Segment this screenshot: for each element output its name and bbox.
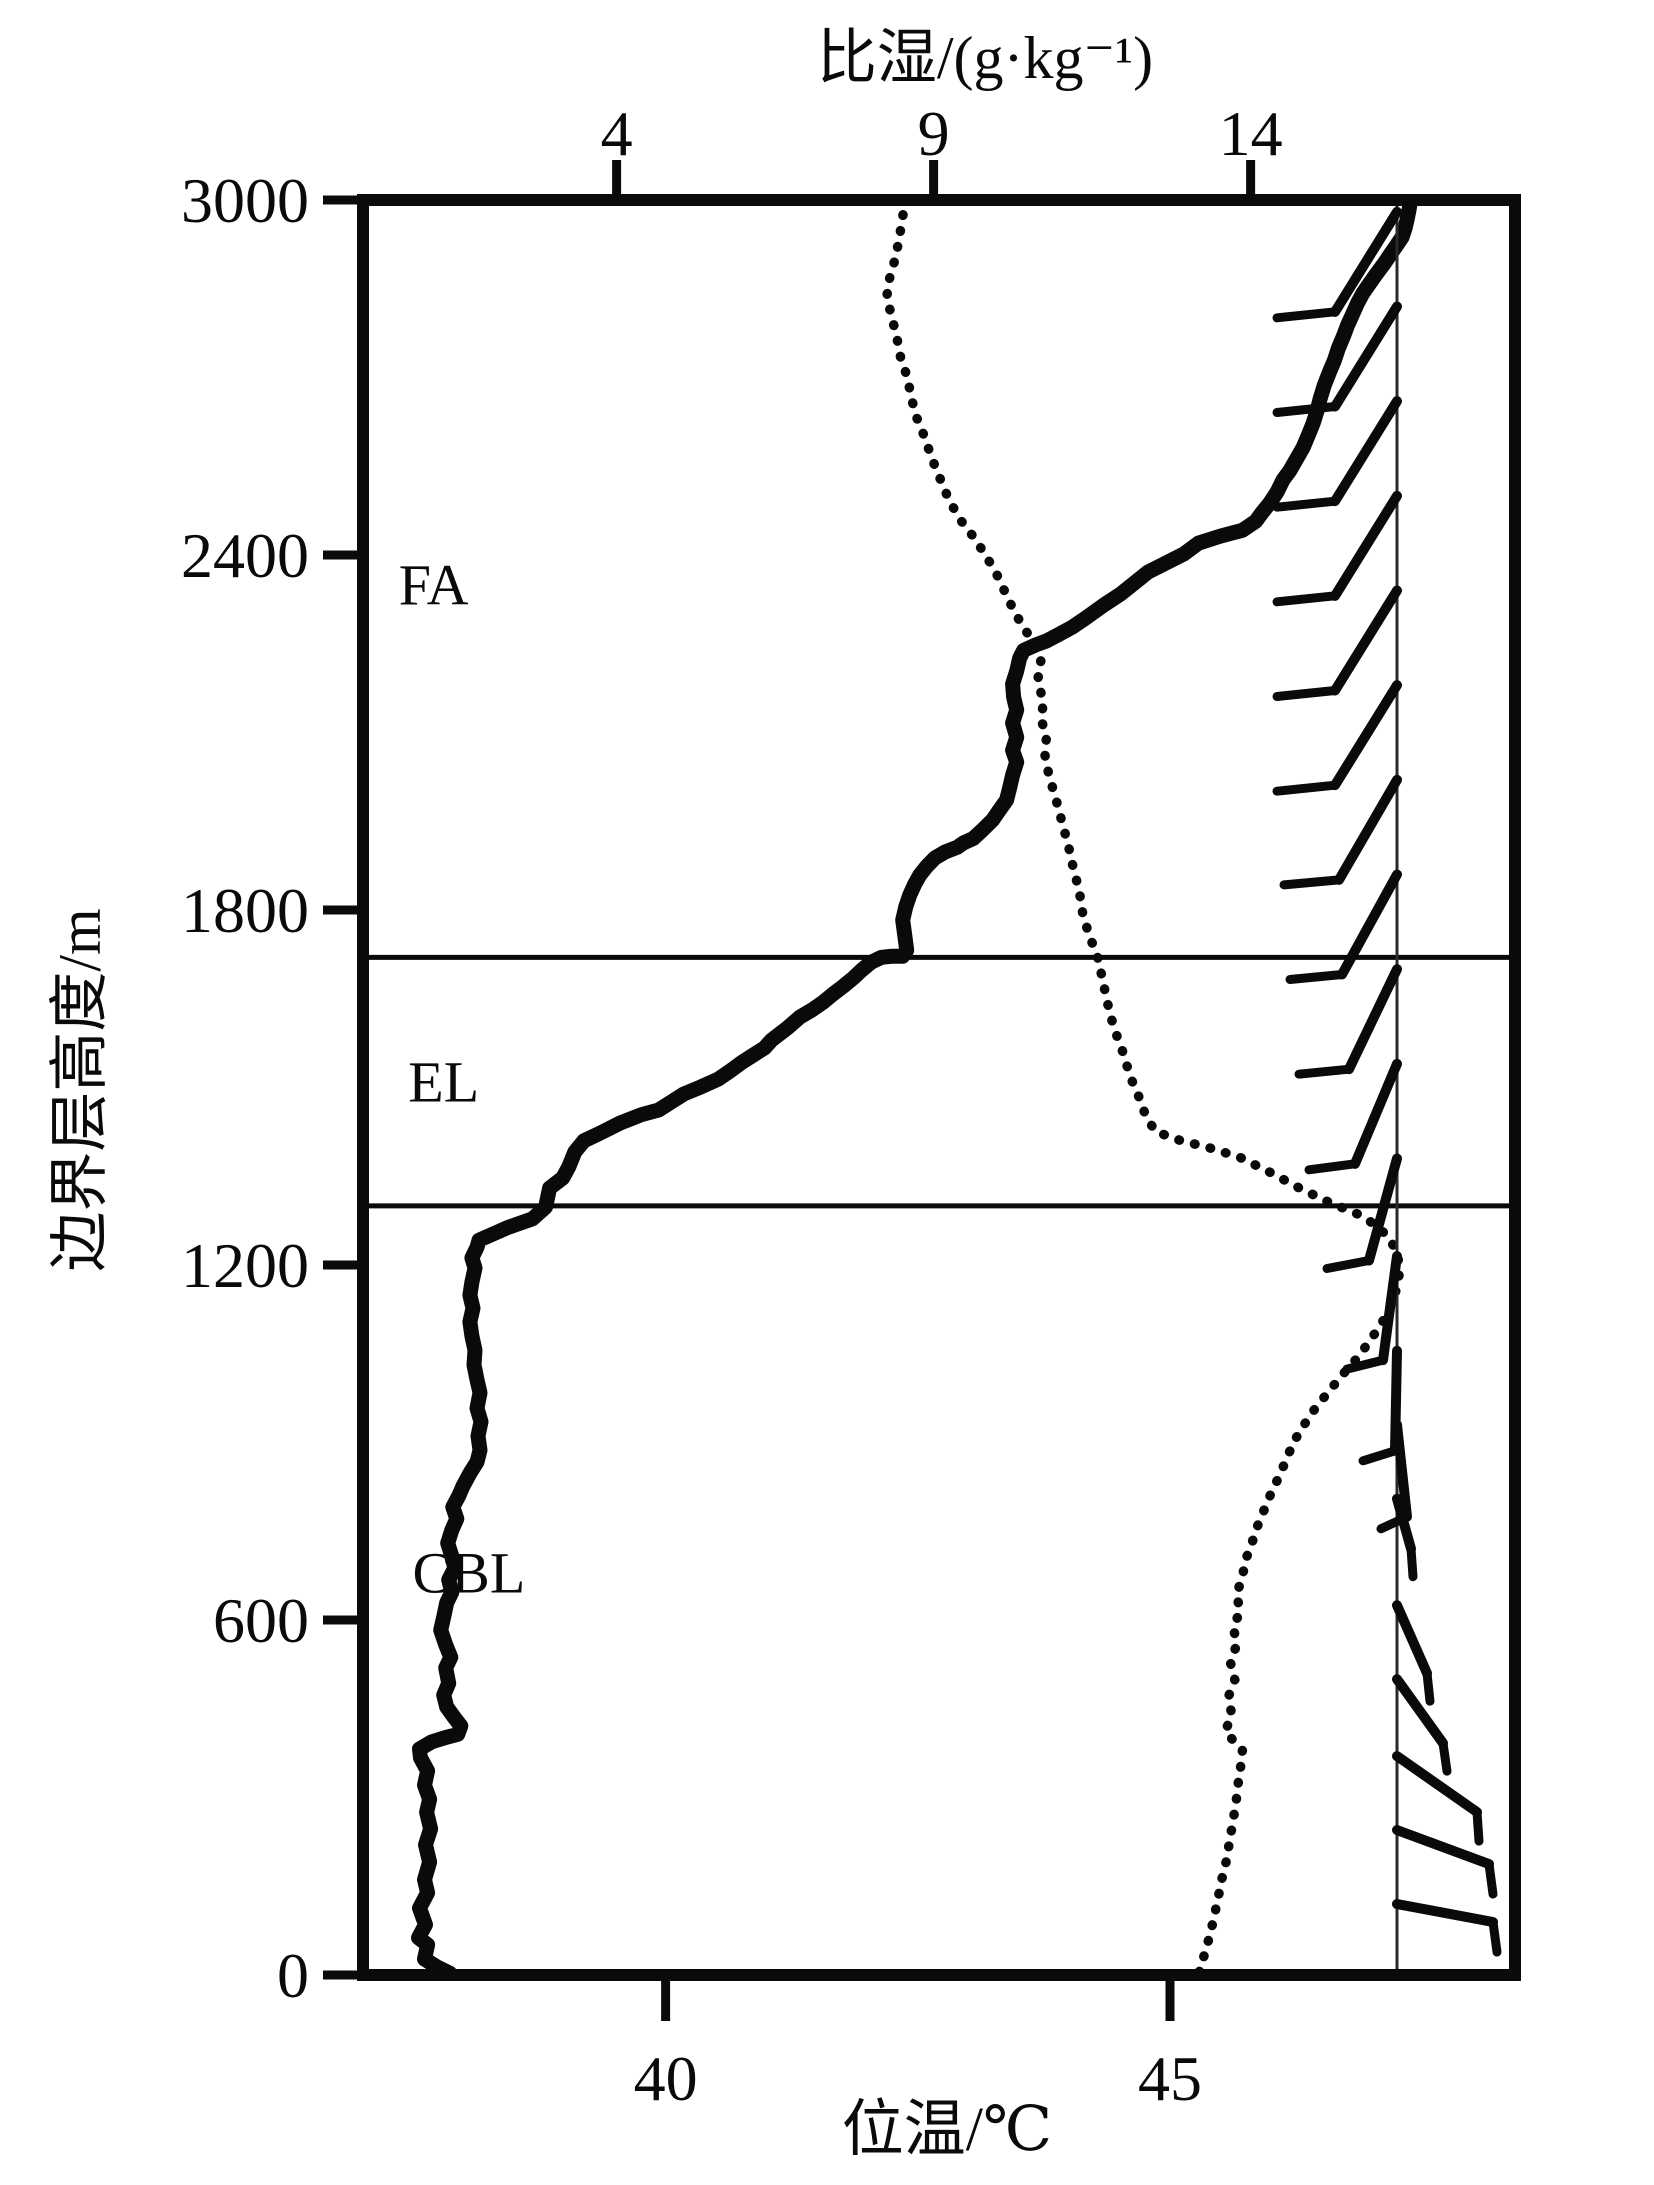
layer-label-fa: FA bbox=[399, 553, 469, 618]
left-axis-title: 边界层高度/m bbox=[47, 908, 113, 1271]
wind-barb-staff bbox=[1330, 206, 1402, 317]
left-tick-label: 600 bbox=[213, 1585, 309, 1656]
wind-barb-feather bbox=[1272, 307, 1340, 323]
humidity-profile-path bbox=[881, 201, 1405, 1977]
layer-annotations: FA EL CBL bbox=[399, 553, 526, 1606]
wind-barb-feather bbox=[1294, 1064, 1354, 1079]
wind-barb-feather bbox=[1279, 875, 1344, 890]
wind-barb-staff bbox=[1334, 774, 1402, 885]
wind-barb-staff bbox=[1392, 1493, 1416, 1554]
bottom-tick-label: 40 bbox=[634, 2043, 698, 2114]
top-axis-title: 比湿/(g·kg⁻¹) bbox=[817, 25, 1153, 91]
temperature-profile-path bbox=[411, 195, 1418, 1981]
wind-barb-feather bbox=[1438, 1738, 1452, 1776]
wind-barb-feather bbox=[1488, 1917, 1502, 1957]
wind-barb-feather bbox=[1272, 780, 1340, 796]
wind-barb-staff bbox=[1330, 301, 1402, 412]
wind-barb-staff bbox=[1392, 1600, 1432, 1679]
wind-barb-feather bbox=[1406, 1544, 1418, 1582]
wind-barb-feather bbox=[1272, 402, 1340, 417]
wind-barb-staff bbox=[1330, 585, 1402, 696]
wind-barb-feather bbox=[1272, 496, 1340, 512]
wind-barb-staff bbox=[1337, 869, 1402, 980]
bottom-axis-title: 位温/℃ bbox=[842, 2096, 1053, 2164]
bottom-tick-label: 45 bbox=[1138, 2043, 1202, 2114]
wind-barb-feather bbox=[1484, 1859, 1498, 1899]
wind-barb-staff bbox=[1350, 1058, 1402, 1169]
wind-barb-staff bbox=[1364, 1153, 1402, 1266]
bottom-axis-ticks: 40 45 bbox=[634, 1981, 1202, 2114]
wind-barb-staff bbox=[1392, 1751, 1482, 1818]
wind-barb-staff bbox=[1330, 396, 1402, 507]
left-tick-label: 0 bbox=[277, 1940, 309, 2011]
top-tick-label: 9 bbox=[918, 98, 950, 169]
left-axis-ticks: 0 600 1200 1800 2400 3000 bbox=[181, 165, 358, 2011]
wind-barb-feather bbox=[1322, 1256, 1374, 1273]
left-tick-label: 1800 bbox=[181, 875, 309, 946]
wind-barb-feather bbox=[1472, 1807, 1484, 1846]
wind-barbs bbox=[1272, 206, 1502, 1957]
wind-barb-feather bbox=[1272, 591, 1340, 607]
top-axis-ticks: 4 9 14 bbox=[601, 98, 1283, 195]
left-tick-label: 1200 bbox=[181, 1230, 309, 1301]
temperature-curve bbox=[411, 195, 1418, 1981]
wind-barb-feather bbox=[1272, 686, 1340, 701]
wind-barb-feather bbox=[1422, 1668, 1435, 1706]
wind-barb-staff bbox=[1392, 1825, 1494, 1870]
top-tick-label: 4 bbox=[601, 98, 633, 169]
left-tick-label: 3000 bbox=[181, 165, 309, 236]
wind-barb-feather bbox=[1342, 1355, 1388, 1374]
wind-barb-feather bbox=[1358, 1446, 1400, 1466]
wind-barb-staff bbox=[1330, 490, 1402, 601]
humidity-curve bbox=[881, 201, 1405, 1977]
wind-barb-staff bbox=[1378, 1251, 1402, 1366]
layer-label-cbl: CBL bbox=[413, 1541, 526, 1606]
wind-barb-staff bbox=[1392, 1674, 1448, 1749]
wind-barb-staff bbox=[1330, 680, 1402, 791]
wind-barb-feather bbox=[1285, 970, 1347, 984]
layer-label-el: EL bbox=[408, 1050, 479, 1115]
wind-barb-staff bbox=[1392, 1419, 1412, 1522]
top-tick-label: 14 bbox=[1219, 98, 1283, 169]
wind-barb-feather bbox=[1304, 1159, 1360, 1175]
wind-barb-staff bbox=[1392, 1899, 1498, 1927]
layer-boundary-lines bbox=[363, 954, 1515, 1209]
left-tick-label: 2400 bbox=[181, 520, 309, 591]
wind-barb-staff bbox=[1344, 964, 1402, 1075]
plot-frame bbox=[357, 194, 1521, 1981]
